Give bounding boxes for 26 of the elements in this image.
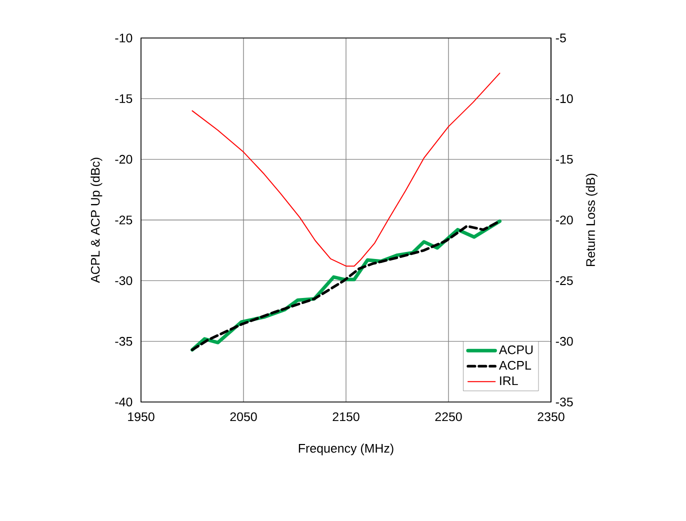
y-tick-label: -20 — [115, 154, 132, 164]
legend-label: IRL — [500, 376, 518, 386]
x-tick-label: 2150 — [332, 412, 360, 422]
y2-tick-label: -20 — [556, 216, 573, 224]
x-tick-label: 2250 — [435, 412, 462, 422]
y-axis-title: ACPL & ACP Up (dBc) — [90, 158, 102, 283]
line-series — [192, 72, 500, 267]
x-tick-label: 1950 — [128, 412, 154, 422]
y-tick-label: -10 — [115, 34, 132, 42]
legend-label: ACPU — [498, 345, 533, 354]
y-tick-label: -30 — [115, 276, 132, 286]
y-tick-label: -35 — [115, 336, 132, 346]
y2-tick-label: -15 — [556, 154, 573, 164]
y-tick-label: -40 — [115, 398, 132, 406]
y2-tick-label: -5 — [556, 34, 566, 42]
x-tick-label: 2050 — [230, 412, 257, 422]
y-tick-label: -25 — [115, 216, 132, 224]
x-axis-title: Frequency (MHz) — [298, 444, 394, 456]
y2-tick-label: -30 — [556, 336, 573, 346]
y2-axis-title: Return Loss (dB) — [586, 174, 598, 266]
y2-tick-label: -25 — [556, 276, 573, 286]
y-tick-label: -15 — [115, 94, 132, 104]
x-tick-label: 2350 — [538, 412, 564, 422]
y2-tick-label: -10 — [556, 94, 573, 104]
y2-tick-label: -35 — [556, 398, 573, 406]
legend-label: ACPL — [498, 360, 532, 370]
